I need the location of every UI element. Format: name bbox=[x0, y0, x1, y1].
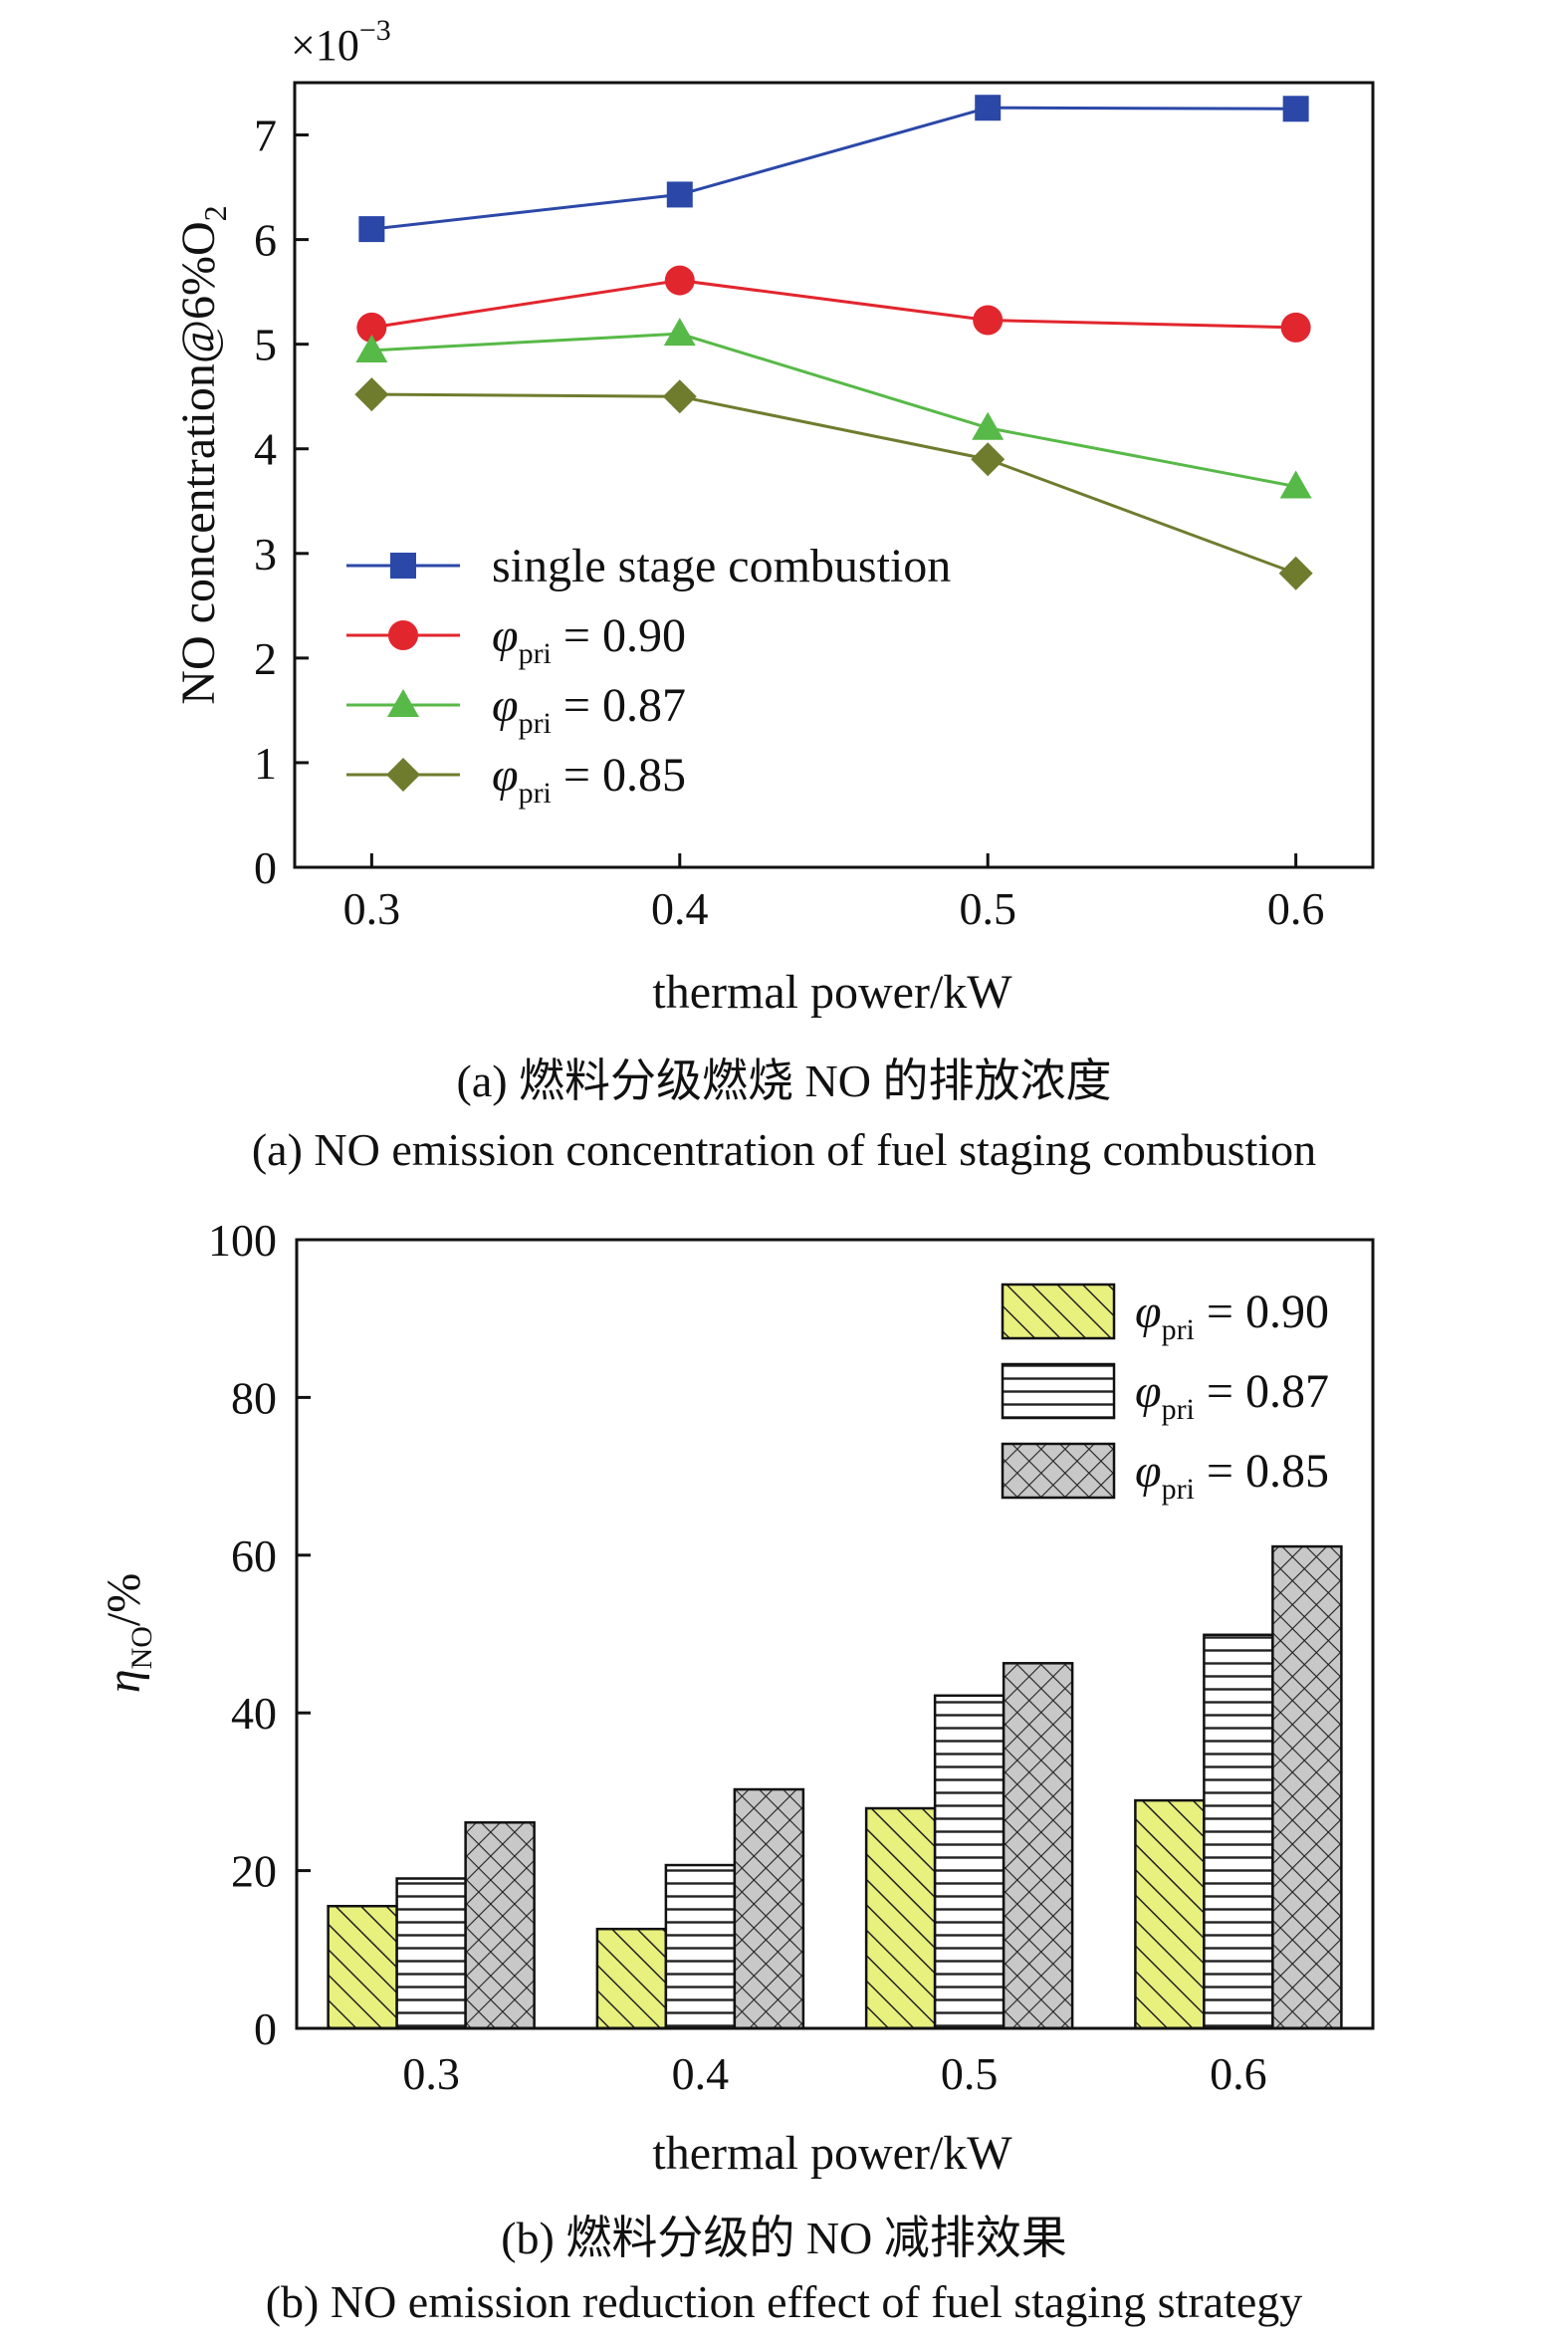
chart-b-plot-frame bbox=[295, 1238, 1375, 2030]
chart-a-series-0-point bbox=[975, 95, 1002, 121]
chart-b-bar-series-1 bbox=[1203, 1633, 1274, 2030]
chart-b-legend-swatch bbox=[1001, 1362, 1116, 1420]
chart-a-legend-marker bbox=[390, 553, 416, 579]
chart-a-series-2-point bbox=[972, 411, 1005, 440]
chart-b-y-axis-label: ηNO/% bbox=[98, 1573, 158, 1693]
chart-b-y-axis: 0 20 40 60 80 100 bbox=[208, 1215, 311, 2054]
chart-a-series-2-line bbox=[371, 332, 1296, 489]
chart-b-y-tick-label: 0 bbox=[254, 2003, 277, 2054]
chart-a-series-1-point bbox=[664, 265, 695, 296]
chart-a-legend-marker bbox=[387, 689, 419, 717]
chart-a-plot-frame bbox=[293, 81, 1375, 869]
chart-b-x-axis: 0.3 0.4 0.5 0.6 bbox=[402, 2048, 1266, 2099]
chart-a-series-1-point bbox=[1280, 312, 1311, 343]
chart-a-series-1-point bbox=[973, 305, 1004, 336]
chart-b-bar-series-2 bbox=[1002, 1662, 1074, 2030]
chart-b-bar-series-1 bbox=[664, 1863, 737, 2030]
chart-a-legend-label: φpri = 0.87 bbox=[492, 679, 686, 740]
chart-a-legend-label: φpri = 0.90 bbox=[492, 609, 686, 670]
chart-a-y-tick-label: 5 bbox=[254, 320, 277, 370]
caption-b-english: (b) NO emission reduction effect of fuel… bbox=[265, 2276, 1303, 2327]
chart-a-y-tick-label: 1 bbox=[254, 738, 277, 789]
chart-a-x-tick-label: 0.6 bbox=[1267, 883, 1325, 934]
chart-b-bar-series-1 bbox=[395, 1877, 467, 2030]
chart-b-legend-label: φpri = 0.87 bbox=[1135, 1365, 1329, 1426]
chart-a-series-0-point bbox=[1282, 96, 1309, 122]
chart-a-x-tick-label: 0.3 bbox=[343, 883, 401, 934]
chart-a-series-0-point bbox=[666, 181, 693, 208]
chart-a-series-0-point bbox=[358, 216, 385, 243]
chart-b-x-tick-label: 0.6 bbox=[1210, 2048, 1267, 2099]
chart-b-bar-series-1 bbox=[933, 1694, 1006, 2030]
chart-a-y-tick-label: 0 bbox=[254, 842, 277, 893]
chart-a-series-3-point bbox=[1278, 556, 1313, 590]
chart-a-series-3-point bbox=[354, 377, 389, 412]
chart-a-series-3-point bbox=[971, 442, 1006, 477]
chart-b-legend-swatch bbox=[1001, 1283, 1116, 1340]
chart-a-x-tick-label: 0.5 bbox=[959, 883, 1016, 934]
caption-a-chinese: (a) 燃料分级燃烧 NO 的排放浓度 bbox=[456, 1055, 1112, 1106]
chart-a-legend-marker bbox=[388, 620, 418, 650]
chart-a-y-tick-label: 3 bbox=[254, 529, 277, 580]
chart-a-legend-label: single stage combustion bbox=[492, 540, 951, 592]
chart-a-x-axis-label: thermal power/kW bbox=[652, 966, 1012, 1019]
chart-b-x-tick-label: 0.5 bbox=[941, 2048, 999, 2099]
chart-b-legend: φpri = 0.90 φpri = 0.87 φpri = 0.85 bbox=[1001, 1283, 1329, 1506]
chart-b-x-tick-label: 0.4 bbox=[672, 2048, 730, 2099]
chart-b-bar-series-0 bbox=[595, 1927, 668, 2030]
chart-a-y-tick-label: 6 bbox=[254, 215, 277, 266]
chart-b-y-tick-label: 60 bbox=[231, 1530, 277, 1581]
chart-a-series-1-point bbox=[356, 312, 387, 343]
chart-b-legend-swatch bbox=[1001, 1442, 1116, 1500]
chart-a-series-1-line bbox=[371, 279, 1296, 330]
chart-b-bar-series-0 bbox=[1134, 1798, 1206, 2030]
caption-b-chinese: (b) 燃料分级的 NO 减排效果 bbox=[501, 2213, 1067, 2263]
chart-a-series-2-point bbox=[1279, 470, 1312, 499]
chart-b-y-tick-label: 80 bbox=[231, 1372, 277, 1423]
chart-b-bars bbox=[327, 1544, 1343, 2030]
chart-a-x-axis: 0.3 0.4 0.5 0.6 bbox=[343, 853, 1325, 934]
chart-a-y-tick-label: 4 bbox=[254, 424, 277, 475]
chart-b-legend-label: φpri = 0.90 bbox=[1135, 1286, 1329, 1346]
chart-a-series-3-line bbox=[371, 392, 1297, 576]
chart-a-legend-label: φpri = 0.85 bbox=[492, 749, 686, 810]
chart-b-bar-series-0 bbox=[327, 1904, 398, 2030]
chart-b-legend-label: φpri = 0.85 bbox=[1135, 1445, 1329, 1506]
chart-a-series-3-point bbox=[662, 379, 697, 414]
chart-b-x-axis-label: thermal power/kW bbox=[652, 2127, 1012, 2180]
chart-a-line-chart: 0 1 2 3 4 5 6 7 0.3 0.4 0.5 0.6 single stage combu… bbox=[172, 14, 1375, 1019]
chart-b-y-tick-label: 40 bbox=[231, 1688, 277, 1739]
chart-b-bar-series-2 bbox=[1271, 1544, 1343, 2030]
chart-a-y-axis: 0 1 2 3 4 5 6 7 bbox=[254, 111, 309, 893]
chart-a-y-axis-label: NO concentration@6%O2 bbox=[172, 205, 233, 704]
chart-a-legend-marker bbox=[386, 758, 420, 792]
chart-b-bar-series-0 bbox=[864, 1806, 937, 2030]
chart-a-series-2-point bbox=[355, 334, 388, 362]
chart-b-y-tick-label: 20 bbox=[231, 1846, 277, 1897]
chart-a-y-tick-label: 2 bbox=[254, 633, 277, 684]
caption-a-english: (a) NO emission concentration of fuel st… bbox=[251, 1124, 1317, 1175]
chart-b-bar-series-2 bbox=[464, 1821, 536, 2030]
chart-a-y-multiplier: ×10−3 bbox=[291, 14, 391, 70]
chart-a-y-tick-label: 7 bbox=[254, 111, 277, 161]
chart-a-series bbox=[354, 95, 1313, 590]
chart-a-series-2-point bbox=[663, 318, 696, 347]
chart-b-x-tick-label: 0.3 bbox=[402, 2048, 460, 2099]
chart-a-legend: single stage combustion φpri = 0.90 φpri =… bbox=[346, 540, 951, 810]
chart-a-x-tick-label: 0.4 bbox=[651, 883, 709, 934]
chart-b-bar-series-2 bbox=[733, 1787, 805, 2030]
chart-a-series-0-line bbox=[371, 106, 1296, 231]
chart-b-y-tick-label: 100 bbox=[208, 1215, 277, 1266]
